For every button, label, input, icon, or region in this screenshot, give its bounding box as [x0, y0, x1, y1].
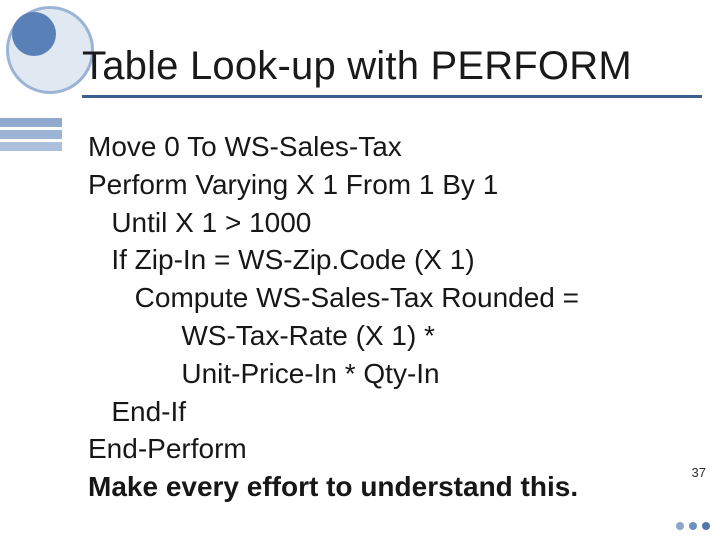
circle-inner-icon [12, 12, 56, 56]
code-line: End-If [88, 393, 680, 431]
code-line: Until X 1 > 1000 [88, 204, 680, 242]
code-line: Move 0 To WS-Sales-Tax [88, 128, 680, 166]
dot-icon [689, 522, 697, 530]
slide-number: 37 [692, 465, 706, 480]
left-bar-decoration [0, 118, 62, 154]
bar-icon [0, 118, 62, 127]
code-line: Compute WS-Sales-Tax Rounded = [88, 279, 680, 317]
code-line: Unit-Price-In * Qty-In [88, 355, 680, 393]
code-line: If Zip-In = WS-Zip.Code (X 1) [88, 241, 680, 279]
dot-icon [702, 522, 710, 530]
bar-icon [0, 142, 62, 151]
slide-title: Table Look-up with PERFORM [82, 44, 700, 89]
title-area: Table Look-up with PERFORM [82, 44, 700, 98]
code-line: WS-Tax-Rate (X 1) * [88, 317, 680, 355]
slide-body: Move 0 To WS-Sales-Tax Perform Varying X… [88, 128, 680, 506]
code-line: End-Perform [88, 430, 680, 468]
corner-dots [676, 522, 710, 530]
footer-line: Make every effort to understand this. [88, 468, 680, 506]
bar-icon [0, 130, 62, 139]
code-line: Perform Varying X 1 From 1 By 1 [88, 166, 680, 204]
title-underline [82, 95, 702, 98]
dot-icon [676, 522, 684, 530]
slide: Table Look-up with PERFORM Move 0 To WS-… [0, 0, 720, 540]
